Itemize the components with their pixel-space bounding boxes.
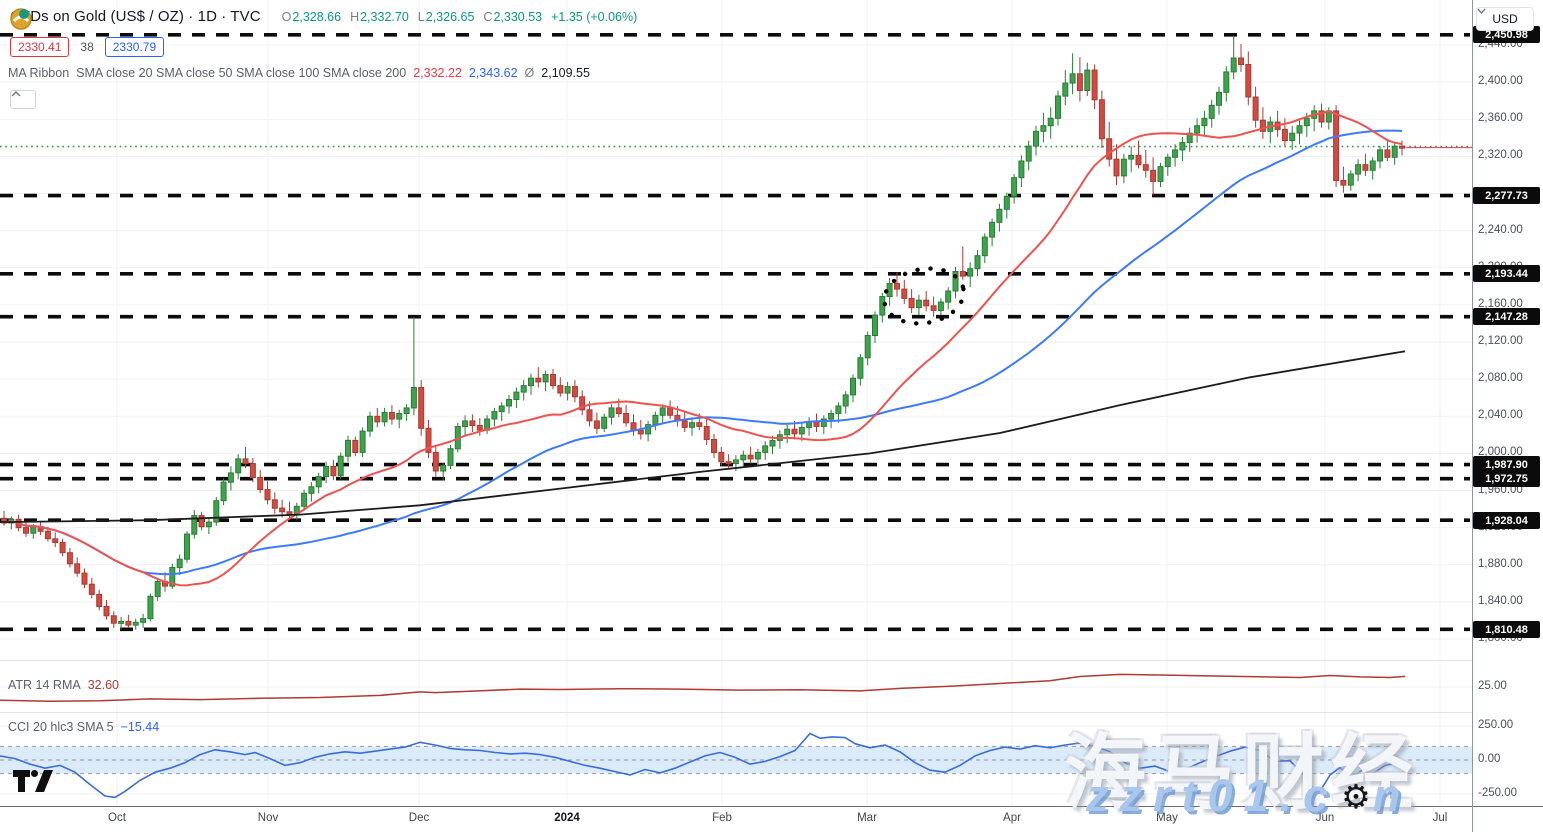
- time-tick-Feb: Feb: [712, 812, 732, 824]
- time-tick-2024: 2024: [554, 812, 580, 824]
- chevron-up-icon: [11, 91, 21, 97]
- price-tick: 1,960.00: [1478, 484, 1523, 496]
- open-label: O: [281, 9, 292, 24]
- price-tick: 2,000.00: [1478, 446, 1523, 458]
- high-label: H: [350, 9, 360, 24]
- ma-ribbon-legend[interactable]: MA Ribbon SMA close 20 SMA close 50 SMA …: [8, 66, 590, 80]
- open-value: 2,328.66: [292, 9, 342, 24]
- price-tick: 2,160.00: [1478, 298, 1523, 310]
- cci-tick: 0.00: [1478, 753, 1501, 765]
- market-status-icon[interactable]: [18, 8, 30, 20]
- time-tick-Jun: Jun: [1315, 812, 1335, 824]
- time-tick-Jul: Jul: [1432, 812, 1448, 824]
- price-tick: 2,360.00: [1478, 112, 1523, 124]
- alert-label-blue[interactable]: 2330.79: [104, 37, 165, 57]
- time-tick-Dec: Dec: [408, 812, 430, 824]
- time-tick-May: May: [1156, 812, 1178, 824]
- chevron-down-icon: [1477, 8, 1486, 14]
- level-price-label: 1,972.75: [1473, 470, 1540, 487]
- sma-avg-value: 2,109.55: [541, 66, 590, 80]
- time-tick-Nov: Nov: [257, 812, 279, 824]
- level-price-label: 1,928.04: [1473, 512, 1540, 529]
- symbol-header[interactable]: CFDs on Gold (US$ / OZ) · 1D · TVC O2,32…: [10, 8, 638, 30]
- price-tick: 1,840.00: [1478, 595, 1523, 607]
- sma20-value: 2,332.22: [413, 66, 462, 80]
- price-tick: 2,240.00: [1478, 224, 1523, 236]
- price-tick: 2,400.00: [1478, 75, 1523, 87]
- atr-tick: 25.00: [1478, 680, 1507, 692]
- time-tick-Oct: Oct: [108, 812, 126, 824]
- tradingview-logo[interactable]: [13, 770, 53, 792]
- price-tick: 2,040.00: [1478, 409, 1523, 421]
- atr-value: 32.60: [87, 678, 119, 692]
- cci-label: CCI 20 hlc3 SMA 5: [8, 720, 114, 734]
- symbol-title[interactable]: CFDs on Gold (US$ / OZ) · 1D · TVC: [10, 8, 261, 25]
- time-tick-Apr: Apr: [1003, 812, 1021, 824]
- price-tick: 2,320.00: [1478, 149, 1523, 161]
- currency-selector[interactable]: USD: [1476, 7, 1534, 31]
- ohlc-readout: O2,328.66 H2,332.70 L2,326.65 C2,330.53 …: [282, 10, 638, 24]
- level-price-label: 1,810.48: [1473, 621, 1540, 638]
- price-tick: 2,120.00: [1478, 335, 1523, 347]
- cci-value: −15.44: [120, 720, 160, 734]
- price-tick: 1,880.00: [1478, 558, 1523, 570]
- atr-legend[interactable]: ATR 14 RMA 32.60: [8, 678, 119, 692]
- ma-ribbon-name: MA Ribbon: [8, 66, 70, 80]
- level-price-label: 1,987.90: [1473, 456, 1540, 473]
- sma50-value: 2,343.62: [468, 66, 518, 80]
- close-value: 2,330.53: [493, 9, 543, 24]
- alert-label-red[interactable]: 2330.41: [10, 37, 70, 57]
- cci-legend[interactable]: CCI 20 hlc3 SMA 5 −15.44: [8, 720, 159, 734]
- avg-symbol: Ø: [524, 66, 535, 80]
- ma-ribbon-params: SMA close 20 SMA close 50 SMA close 100 …: [76, 66, 407, 80]
- level-price-label: 2,193.44: [1473, 265, 1540, 282]
- level-price-label: 2,147.28: [1473, 308, 1540, 325]
- change-value: +1.35 (+0.06%): [551, 9, 638, 24]
- high-value: 2,332.70: [360, 9, 409, 24]
- close-label: C: [483, 9, 493, 24]
- level-price-label: 2,277.73: [1473, 187, 1540, 204]
- low-label: L: [417, 9, 425, 24]
- price-line-labels: 2330.41 38 2330.79: [10, 37, 165, 57]
- cci-tick: -250.00: [1478, 787, 1518, 799]
- collapse-pane-button[interactable]: [10, 90, 36, 109]
- price-line-middle-value: 38: [78, 40, 96, 54]
- time-tick-Mar: Mar: [857, 812, 877, 824]
- currency-value: USD: [1492, 12, 1518, 26]
- price-tick: 2,080.00: [1478, 372, 1523, 384]
- cci-tick: 250.00: [1478, 719, 1514, 731]
- low-value: 2,326.65: [425, 9, 475, 24]
- atr-label: ATR 14 RMA: [8, 678, 81, 692]
